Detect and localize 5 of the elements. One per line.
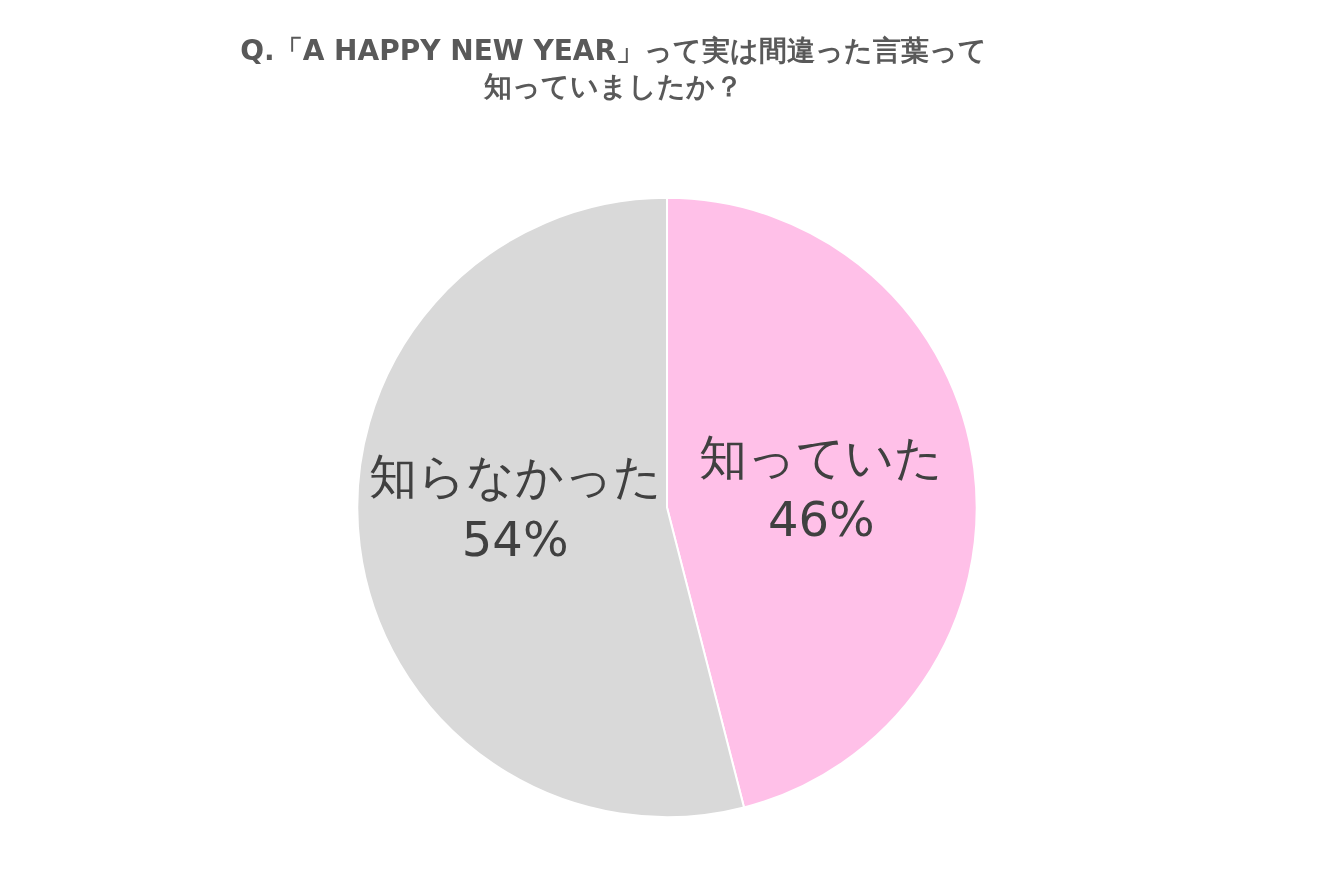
data-label: 46% [767, 491, 875, 548]
slice-label: 知らなかった [368, 448, 662, 505]
chart-title: Q.「A HAPPY NEW YEAR」って実は間違った言葉って知っていましたか？ [240, 34, 988, 104]
slice-label: 知っていた [699, 428, 944, 485]
data-label: 54% [461, 510, 569, 567]
